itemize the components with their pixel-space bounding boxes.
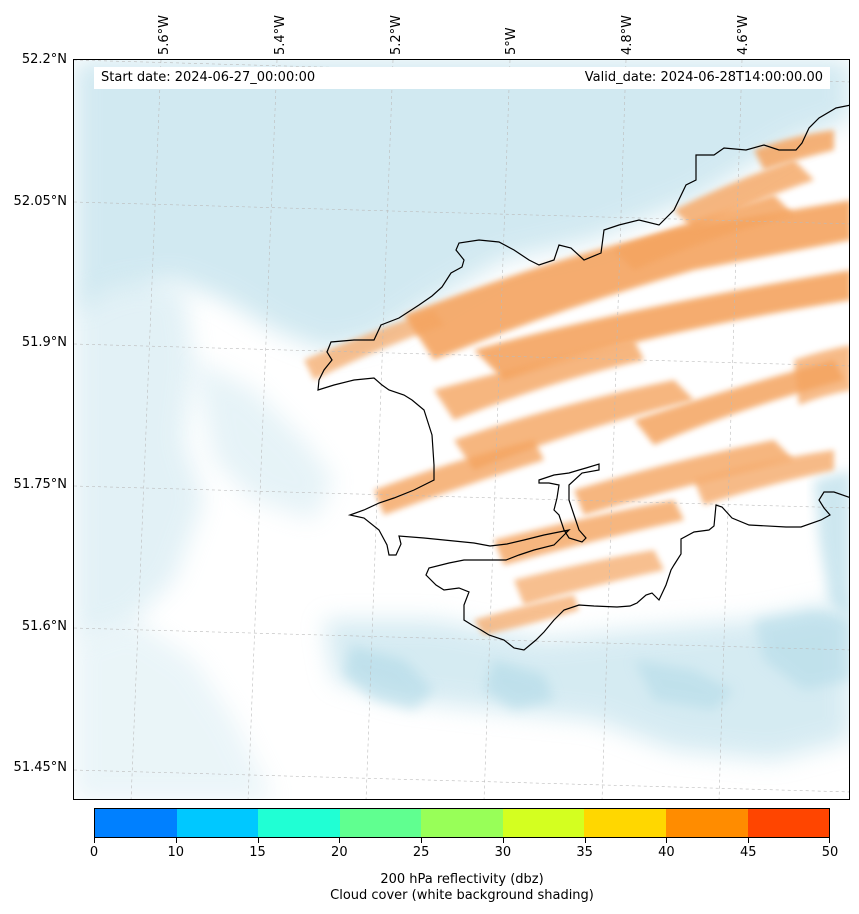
colorbar-segment [584,809,666,837]
colorbar-tick [829,838,830,843]
colorbar-segment [176,809,259,837]
coastline [317,104,849,651]
lat-label-51.9n: 51.9°N [21,335,67,350]
colorbar-segment [95,809,177,837]
cloud-cover-layer [74,60,849,799]
date-banner [94,67,830,89]
lon-label-4.6w: 4.6°W [736,14,751,55]
colorbar-caption-line2: Cloud cover (white background shading) [330,888,594,903]
colorbar-tick-label: 45 [739,845,757,860]
colorbar-tick-label: 25 [412,845,430,860]
colorbar-tick-label: 40 [658,845,675,860]
colorbar-tick-label: 20 [331,845,348,860]
colorbar-tick [421,838,422,843]
lat-label-51.45n: 51.45°N [13,760,67,775]
lon-label-5.6w: 5.6°W [157,14,172,55]
colorbar-tick-label: 30 [494,845,512,860]
colorbar [94,808,830,838]
colorbar-tick-label: 50 [821,845,839,860]
colorbar-tick [585,838,586,843]
colorbar-tick [94,838,95,843]
colorbar-tick-label: 35 [576,845,593,860]
graticule [74,60,849,799]
colorbar-segment [502,809,585,837]
valid-date-label: Valid_date: 2024-06-28T14:00:00.00 [584,70,823,85]
map-panel [73,59,850,800]
colorbar-tick [258,838,259,843]
colorbar-tick-label: 10 [167,845,185,860]
colorbar-tick [339,838,340,843]
map-canvas [74,60,849,799]
colorbar-tick [748,838,749,843]
lon-label-5.2w: 5.2°W [389,14,404,55]
lat-label-52.05n: 52.05°N [13,194,67,209]
colorbar-segment [747,809,830,837]
lon-label-5.4w: 5.4°W [273,14,288,55]
colorbar-segment [421,809,503,837]
colorbar-segment [665,809,748,837]
colorbar-segment [339,809,422,837]
colorbar-tick [666,838,667,843]
lon-label-4.8w: 4.8°W [620,14,635,55]
start-date-label: Start date: 2024-06-27_00:00:00 [101,70,316,85]
lat-label-51.6n: 51.6°N [21,619,67,634]
colorbar-tick-label: 15 [249,845,266,860]
colorbar-tick-label: 0 [89,845,99,860]
colorbar-tick [176,838,177,843]
lat-label-51.75n: 51.75°N [13,477,67,492]
lon-label-5w: 5°W [504,27,519,55]
colorbar-caption: 200 hPa reflectivity (dbz) Cloud cover (… [94,872,830,904]
colorbar-caption-line1: 200 hPa reflectivity (dbz) [380,872,544,887]
colorbar-segment [258,809,340,837]
lat-label-52.2n: 52.2°N [21,52,67,67]
colorbar-tick [503,838,504,843]
